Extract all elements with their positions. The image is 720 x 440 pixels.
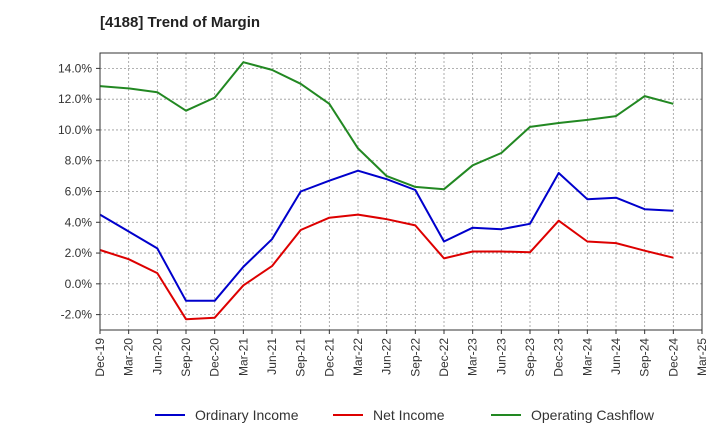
x-tick-label: Dec-20 <box>208 338 222 377</box>
series-line-net-income <box>99 213 674 321</box>
chart-title: [4188] Trend of Margin <box>100 14 261 31</box>
series-line-operating-cashflow <box>99 61 674 191</box>
x-tick-label: Dec-22 <box>437 338 451 377</box>
x-tick-label: Jun-22 <box>380 338 394 375</box>
legend: Ordinary Income Net Income Operating Cashf… <box>155 407 655 423</box>
x-tick-label: Sep-23 <box>523 338 537 377</box>
y-tick-label: 4.0% <box>65 215 93 229</box>
y-tick-label: 0.0% <box>65 277 93 291</box>
legend-label-net-income: Net Income <box>373 407 445 423</box>
x-tick-label: Mar-20 <box>122 338 136 376</box>
x-tick-label: Mar-25 <box>695 338 709 376</box>
x-tick-label: Mar-24 <box>580 338 594 376</box>
x-tick-label: Dec-21 <box>322 338 336 377</box>
y-tick-label: 14.0% <box>58 61 92 75</box>
y-tick-label: -2.0% <box>61 308 93 322</box>
x-tick-label: Jun-20 <box>150 338 164 375</box>
x-tick-label: Dec-24 <box>666 338 680 377</box>
series-line-ordinary-income <box>99 169 674 302</box>
x-tick-label: Jun-24 <box>609 338 623 375</box>
grid <box>99 53 703 330</box>
y-tick-label: 8.0% <box>65 154 93 168</box>
x-tick-label: Mar-23 <box>466 338 480 376</box>
legend-label-ordinary-income: Ordinary Income <box>195 407 299 423</box>
y-tick-label: 10.0% <box>58 123 92 137</box>
x-tick-label: Mar-21 <box>236 338 250 376</box>
x-tick-label: Sep-20 <box>179 338 193 377</box>
x-tick-label: Jun-23 <box>494 338 508 375</box>
x-tick-label: Dec-23 <box>552 338 566 377</box>
x-tick-label: Mar-22 <box>351 338 365 376</box>
x-tick-label: Jun-21 <box>265 338 279 375</box>
series-layer <box>99 61 674 321</box>
y-axis: -2.0% 0.0% 2.0% 4.0% 6.0% 8.0% 10.0% 12.0% 14.0% <box>58 61 100 322</box>
y-tick-label: 2.0% <box>65 246 93 260</box>
x-tick-label: Dec-19 <box>93 338 107 377</box>
x-tick-label: Sep-22 <box>408 338 422 377</box>
legend-label-operating-cashflow: Operating Cashflow <box>531 407 655 423</box>
x-axis: Dec-19 Mar-20 Jun-20 Sep-20 Dec-20 Mar-21 Jun-… <box>93 330 709 377</box>
y-tick-label: 6.0% <box>65 185 93 199</box>
x-tick-label: Sep-21 <box>294 338 308 377</box>
y-tick-label: 12.0% <box>58 92 92 106</box>
x-tick-label: Sep-24 <box>638 338 652 377</box>
